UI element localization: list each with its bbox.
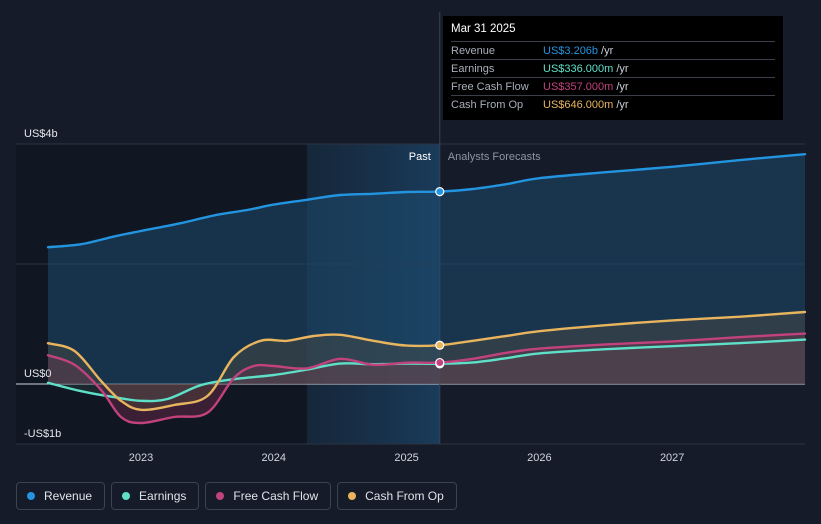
tooltip-label: Revenue [451, 44, 496, 57]
free-cash-flow-marker [435, 357, 445, 368]
legend: Revenue Earnings Free Cash Flow Cash Fro… [16, 482, 457, 512]
legend-dot-icon [348, 492, 357, 500]
legend-item-earnings[interactable]: Earnings [111, 482, 200, 510]
x-tick-label: 2023 [129, 452, 153, 464]
y-tick-label: US$4b [24, 128, 58, 140]
legend-label: Revenue [44, 489, 93, 503]
past-label: Past [409, 151, 431, 163]
legend-item-cash-from-op[interactable]: Cash From Op [337, 482, 457, 510]
x-tick-label: 2024 [262, 452, 286, 464]
tooltip: Mar 31 2025 Revenue US$3.206b /yr Earnin… [443, 16, 783, 120]
revenue-marker [435, 187, 445, 197]
tooltip-unit: /yr [616, 80, 629, 93]
legend-label: Earnings [139, 489, 187, 503]
x-tick-label: 2025 [394, 452, 418, 464]
legend-label: Cash From Op [365, 489, 444, 503]
forecast-label: Analysts Forecasts [448, 151, 541, 163]
tooltip-row-cash-from-op: Cash From Op US$646.000m /yr [451, 95, 775, 113]
tooltip-value: US$357.000m [543, 80, 614, 93]
legend-dot-icon [122, 492, 131, 500]
free-cash-flow-area [48, 333, 805, 423]
legend-dot-icon [216, 492, 225, 500]
tooltip-unit: /yr [616, 62, 629, 75]
tooltip-unit: /yr [601, 44, 614, 57]
x-tick-label: 2026 [527, 452, 551, 464]
legend-dot-icon [27, 492, 35, 500]
free-cash-flow-line [46, 332, 807, 425]
cash-from-op-line [46, 310, 807, 412]
legend-label: Free Cash Flow [233, 489, 319, 503]
tooltip-value: US$3.206b [543, 44, 599, 57]
tooltip-date: Mar 31 2025 [451, 23, 516, 35]
earnings-area [48, 339, 805, 402]
y-tick-label: -US$1b [24, 428, 61, 440]
x-tick-label: 2027 [660, 452, 684, 464]
tooltip-value: US$336.000m [543, 62, 614, 75]
tooltip-unit: /yr [616, 98, 629, 111]
y-tick-label: US$0 [24, 368, 52, 380]
tooltip-row-revenue: Revenue US$3.206b /yr [451, 41, 775, 59]
tooltip-value: US$646.000m [543, 98, 614, 111]
tooltip-row-earnings: Earnings US$336.000m /yr [451, 59, 775, 77]
tooltip-label: Free Cash Flow [451, 80, 529, 93]
cash-from-op-marker [435, 340, 445, 350]
tooltip-row-free-cash-flow: Free Cash Flow US$357.000m /yr [451, 77, 775, 95]
tooltip-label: Earnings [451, 62, 495, 75]
tooltip-label: Cash From Op [451, 98, 524, 111]
cash-from-op-area [48, 312, 805, 410]
legend-item-free-cash-flow[interactable]: Free Cash Flow [205, 482, 332, 510]
legend-item-revenue[interactable]: Revenue [16, 482, 106, 510]
revenue-line [46, 153, 807, 249]
